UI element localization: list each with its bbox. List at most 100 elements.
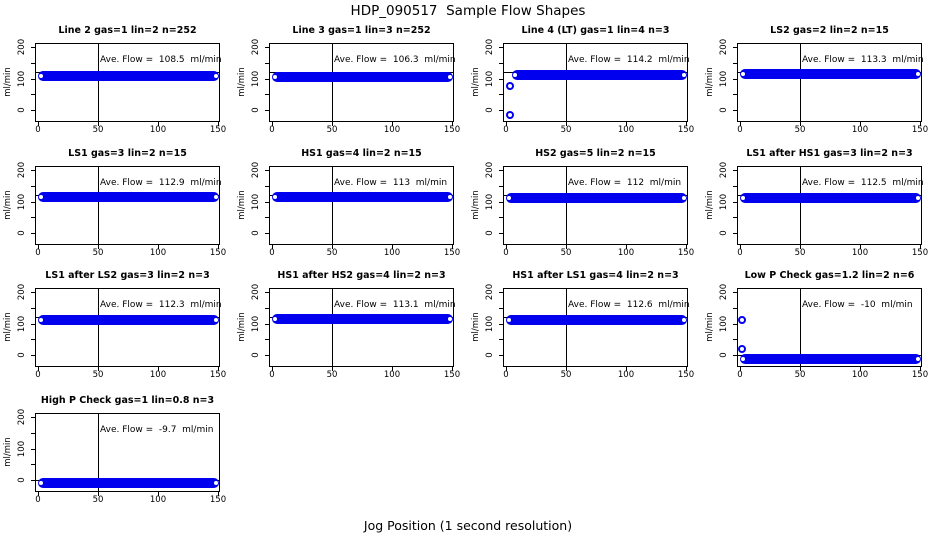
y-tick	[31, 432, 35, 434]
x-tick	[38, 245, 39, 249]
y-tick	[31, 307, 35, 309]
y-tick	[31, 47, 35, 48]
x-tick	[332, 122, 333, 126]
data-point-band	[272, 71, 453, 82]
x-tick	[800, 245, 801, 249]
y-tick-label: 0	[17, 230, 27, 236]
data-point-band	[38, 478, 219, 489]
y-tick	[499, 339, 503, 341]
y-axis-label: ml/min	[3, 312, 13, 342]
y-tick	[265, 307, 269, 309]
subplot-6: HS1 gas=4 lin=2 n=15 ml/min 0 100 200 0 50 100 1…	[234, 141, 468, 263]
x-tick-label: 0	[737, 248, 743, 258]
x-tick-label: 50	[560, 370, 572, 380]
vertical-ref-line	[800, 288, 801, 367]
data-point-band	[506, 192, 687, 203]
x-tick-label: 0	[503, 248, 509, 258]
y-tick-label: 100	[719, 193, 729, 210]
x-tick	[218, 492, 219, 496]
y-tick	[733, 201, 737, 203]
y-tick	[265, 217, 269, 219]
y-tick	[499, 78, 503, 80]
vertical-ref-line	[98, 413, 99, 492]
y-tick-label: 100	[17, 193, 27, 210]
y-tick-label: 200	[17, 283, 27, 301]
y-tick-label: 100	[485, 315, 495, 332]
y-tick	[499, 355, 503, 356]
y-tick	[31, 448, 35, 450]
x-tick	[272, 367, 273, 371]
y-tick	[499, 62, 503, 64]
x-tick	[158, 492, 159, 496]
open-circle-marker	[682, 195, 686, 200]
y-tick	[265, 355, 269, 356]
data-point-band	[740, 354, 921, 365]
x-tick-label: 100	[383, 248, 401, 258]
ave-flow-annotation: Ave. Flow = 112.3 ml/min	[100, 300, 222, 310]
open-circle-marker	[916, 357, 920, 362]
y-axis-label: ml/min	[705, 67, 715, 97]
x-tick-label: 100	[851, 125, 869, 135]
y-tick	[265, 170, 269, 171]
x-tick-label: 150	[911, 370, 929, 380]
x-tick-label: 150	[209, 125, 227, 135]
x-tick	[98, 122, 99, 126]
outlier-point	[505, 82, 514, 91]
x-axis-label: Jog Position (1 second resolution)	[363, 518, 573, 533]
y-tick-label: 100	[719, 315, 729, 332]
x-tick-label: 0	[35, 248, 41, 258]
y-tick	[31, 62, 35, 64]
plot-box	[269, 288, 454, 367]
x-tick	[452, 245, 453, 249]
x-tick	[218, 122, 219, 126]
x-tick-label: 50	[92, 248, 104, 258]
x-tick	[158, 245, 159, 249]
y-tick	[265, 78, 269, 80]
x-tick-label: 0	[35, 495, 41, 505]
open-circle-marker	[273, 74, 277, 79]
x-tick-label: 50	[92, 495, 104, 505]
x-tick-label: 0	[269, 125, 275, 135]
x-tick-label: 100	[383, 370, 401, 380]
x-tick-label: 100	[149, 125, 167, 135]
y-tick-label: 0	[719, 352, 729, 358]
y-axis-label: ml/min	[471, 312, 481, 342]
x-tick	[920, 245, 921, 249]
outlier-point	[738, 344, 747, 353]
subplot-8: LS1 after HS1 gas=3 lin=2 n=3 ml/min 0 100 2…	[702, 141, 936, 263]
x-tick	[860, 367, 861, 371]
y-tick	[499, 47, 503, 48]
plot-box	[269, 43, 454, 122]
x-tick	[452, 122, 453, 126]
data-point-band	[272, 192, 453, 203]
subplot-10: HS1 after HS2 gas=4 lin=2 n=3 ml/min 0 100 2…	[234, 263, 468, 385]
subplot-12: Low P Check gas=1.2 lin=2 n=6 ml/min 0 100 2…	[702, 263, 936, 385]
x-tick	[566, 367, 567, 371]
plot-box	[35, 166, 220, 245]
subplot-5: LS1 gas=3 lin=2 n=15 ml/min 0 100 200 0 50 100 1…	[0, 141, 234, 263]
subplot-title: HS1 after HS2 gas=4 lin=2 n=3	[277, 270, 446, 281]
x-tick	[38, 367, 39, 371]
subplot-title: Line 2 gas=1 lin=2 n=252	[58, 25, 197, 36]
x-tick-label: 50	[794, 370, 806, 380]
y-tick	[265, 47, 269, 48]
y-tick	[499, 185, 503, 187]
x-tick	[686, 367, 687, 371]
y-axis-label: ml/min	[471, 190, 481, 220]
y-tick	[31, 417, 35, 418]
ave-flow-annotation: Ave. Flow = 112.6 ml/min	[568, 300, 690, 310]
y-tick	[733, 339, 737, 341]
y-tick	[31, 78, 35, 80]
x-tick-label: 150	[209, 495, 227, 505]
y-tick	[31, 201, 35, 203]
plot-box	[35, 288, 220, 367]
ave-flow-annotation: Ave. Flow = 112 ml/min	[568, 178, 682, 188]
vertical-ref-line	[566, 166, 567, 245]
subplot-11: HS1 after LS1 gas=4 lin=2 n=3 ml/min 0 100 2…	[468, 263, 702, 385]
x-tick	[626, 245, 627, 249]
ave-flow-annotation: Ave. Flow = 112.9 ml/min	[100, 178, 222, 188]
y-tick-label: 200	[719, 38, 729, 56]
outlier-point	[505, 110, 514, 119]
open-circle-marker	[448, 74, 452, 79]
